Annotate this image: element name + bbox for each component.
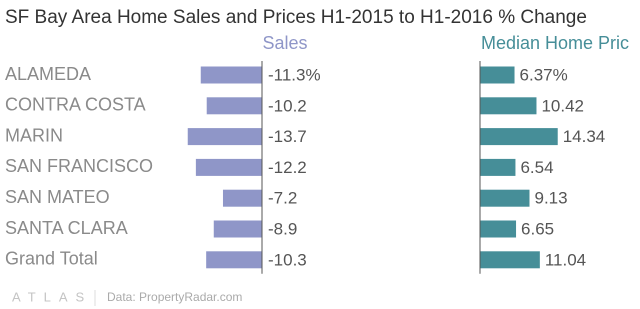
value-label: 14.34 [563,127,606,146]
value-label: 9.13 [534,189,567,208]
value-label: -12.2 [268,158,307,177]
value-label: -8.9 [268,219,297,238]
category-label: SANTA CLARA [5,218,128,238]
panel-header: Sales [262,33,307,53]
category-label: SAN FRANCISCO [5,156,153,176]
bar [187,128,262,146]
bar [206,97,262,115]
category-label: SAN MATEO [5,187,110,207]
value-label: -11.3% [268,65,321,84]
category-label: ALAMEDA [5,64,91,84]
bar [206,251,262,269]
value-label: 10.42 [541,96,584,115]
value-label: -10.3 [268,250,307,269]
bar [480,251,540,269]
bar [480,189,530,207]
bar [480,128,558,146]
value-label: -10.2 [268,96,307,115]
bar [480,97,537,115]
value-label: -13.7 [268,127,307,146]
value-label: 6.54 [520,158,553,177]
bar [480,66,515,84]
chart-title: SF Bay Area Home Sales and Prices H1-201… [5,7,587,28]
source: Data: PropertyRadar.com [107,290,242,304]
value-label: -7.2 [268,189,297,208]
value-label: 6.37% [520,65,568,84]
value-label: 6.65 [521,219,554,238]
bar [213,220,262,238]
panel-header: Median Home Pric [481,33,629,53]
bar [480,220,517,238]
logo: ATLAS [12,289,92,304]
category-label: Grand Total [5,249,98,269]
category-label: CONTRA COSTA [5,95,146,115]
bar [480,158,516,176]
bar [195,158,262,176]
category-label: MARIN [5,125,63,145]
bar [200,66,262,84]
bar [222,189,262,207]
value-label: 11.04 [545,250,586,269]
